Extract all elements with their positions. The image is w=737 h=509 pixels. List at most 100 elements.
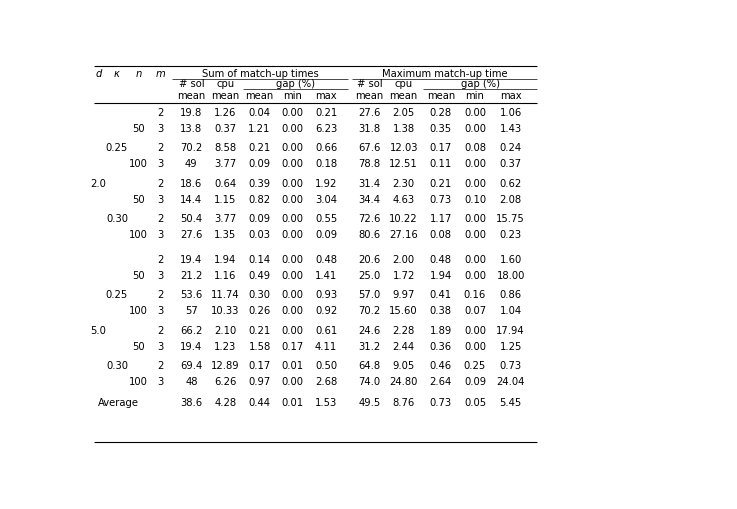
Text: 3.04: 3.04: [315, 194, 337, 205]
Text: 2: 2: [157, 214, 164, 223]
Text: 0.44: 0.44: [248, 398, 270, 407]
Text: 0.21: 0.21: [315, 107, 338, 118]
Text: 15.75: 15.75: [496, 214, 525, 223]
Text: 0.86: 0.86: [500, 290, 522, 300]
Text: mean: mean: [212, 91, 240, 101]
Text: mean: mean: [427, 91, 455, 101]
Text: 2.30: 2.30: [393, 178, 415, 188]
Text: 6.23: 6.23: [315, 124, 338, 134]
Text: 1.43: 1.43: [500, 124, 522, 134]
Text: 70.2: 70.2: [358, 306, 381, 316]
Text: 5.0: 5.0: [91, 325, 106, 335]
Text: 3: 3: [157, 341, 164, 351]
Text: 2.08: 2.08: [500, 194, 522, 205]
Text: 1.21: 1.21: [248, 124, 270, 134]
Text: 0.00: 0.00: [281, 306, 303, 316]
Text: 57: 57: [185, 306, 198, 316]
Text: 50: 50: [133, 194, 145, 205]
Text: n: n: [136, 68, 142, 78]
Text: 100: 100: [129, 159, 148, 169]
Text: 0.48: 0.48: [430, 254, 452, 264]
Text: 2: 2: [157, 143, 164, 153]
Text: 0.08: 0.08: [430, 230, 452, 240]
Text: # sol: # sol: [178, 79, 204, 89]
Text: Sum of match-up times: Sum of match-up times: [201, 68, 318, 78]
Text: 0.09: 0.09: [248, 159, 270, 169]
Text: 0.00: 0.00: [464, 107, 486, 118]
Text: 0.36: 0.36: [430, 341, 452, 351]
Text: 19.8: 19.8: [181, 107, 203, 118]
Text: 15.60: 15.60: [389, 306, 418, 316]
Text: 0.00: 0.00: [281, 178, 303, 188]
Text: 38.6: 38.6: [181, 398, 203, 407]
Text: 8.76: 8.76: [393, 398, 415, 407]
Text: 0.37: 0.37: [214, 124, 237, 134]
Text: 2.10: 2.10: [214, 325, 237, 335]
Text: 0.21: 0.21: [430, 178, 452, 188]
Text: 0.28: 0.28: [430, 107, 452, 118]
Text: 0.66: 0.66: [315, 143, 338, 153]
Text: 31.4: 31.4: [358, 178, 380, 188]
Text: 0.30: 0.30: [106, 214, 128, 223]
Text: 0.97: 0.97: [248, 377, 270, 386]
Text: 57.0: 57.0: [358, 290, 381, 300]
Text: 1.26: 1.26: [214, 107, 237, 118]
Text: d: d: [95, 68, 102, 78]
Text: 1.58: 1.58: [248, 341, 270, 351]
Text: 2: 2: [157, 360, 164, 371]
Text: 49.5: 49.5: [358, 398, 381, 407]
Text: κ: κ: [114, 68, 120, 78]
Text: 3: 3: [157, 159, 164, 169]
Text: 2: 2: [157, 325, 164, 335]
Text: 0.18: 0.18: [315, 159, 338, 169]
Text: 2.00: 2.00: [393, 254, 415, 264]
Text: 3: 3: [157, 124, 164, 134]
Text: m: m: [156, 68, 165, 78]
Text: mean: mean: [245, 91, 273, 101]
Text: cpu: cpu: [217, 79, 234, 89]
Text: 14.4: 14.4: [181, 194, 203, 205]
Text: 2: 2: [157, 178, 164, 188]
Text: 1.41: 1.41: [315, 270, 338, 280]
Text: 1.15: 1.15: [214, 194, 237, 205]
Text: max: max: [315, 91, 337, 101]
Text: 2: 2: [157, 290, 164, 300]
Text: 34.4: 34.4: [359, 194, 380, 205]
Text: 0.93: 0.93: [315, 290, 338, 300]
Text: 0.03: 0.03: [248, 230, 270, 240]
Text: 0.00: 0.00: [281, 107, 303, 118]
Text: 3: 3: [157, 270, 164, 280]
Text: 0.07: 0.07: [464, 306, 486, 316]
Text: 21.2: 21.2: [180, 270, 203, 280]
Text: 0.73: 0.73: [430, 398, 452, 407]
Text: 0.00: 0.00: [464, 230, 486, 240]
Text: 24.04: 24.04: [497, 377, 525, 386]
Text: 3: 3: [157, 230, 164, 240]
Text: 1.94: 1.94: [214, 254, 237, 264]
Text: 4.28: 4.28: [214, 398, 237, 407]
Text: mean: mean: [355, 91, 384, 101]
Text: 0.38: 0.38: [430, 306, 452, 316]
Text: 19.4: 19.4: [181, 254, 203, 264]
Text: 2: 2: [157, 107, 164, 118]
Text: 0.00: 0.00: [281, 194, 303, 205]
Text: 0.08: 0.08: [464, 143, 486, 153]
Text: 0.64: 0.64: [214, 178, 237, 188]
Text: 50.4: 50.4: [181, 214, 203, 223]
Text: 0.00: 0.00: [464, 124, 486, 134]
Text: 0.09: 0.09: [464, 377, 486, 386]
Text: 1.23: 1.23: [214, 341, 237, 351]
Text: 0.61: 0.61: [315, 325, 338, 335]
Text: 12.89: 12.89: [211, 360, 240, 371]
Text: 0.37: 0.37: [500, 159, 522, 169]
Text: 0.00: 0.00: [464, 178, 486, 188]
Text: 1.94: 1.94: [430, 270, 452, 280]
Text: 0.21: 0.21: [248, 143, 270, 153]
Text: 0.01: 0.01: [281, 398, 303, 407]
Text: 0.35: 0.35: [430, 124, 452, 134]
Text: mean: mean: [177, 91, 206, 101]
Text: 0.00: 0.00: [281, 159, 303, 169]
Text: 9.05: 9.05: [393, 360, 415, 371]
Text: 25.0: 25.0: [358, 270, 381, 280]
Text: 2.64: 2.64: [430, 377, 452, 386]
